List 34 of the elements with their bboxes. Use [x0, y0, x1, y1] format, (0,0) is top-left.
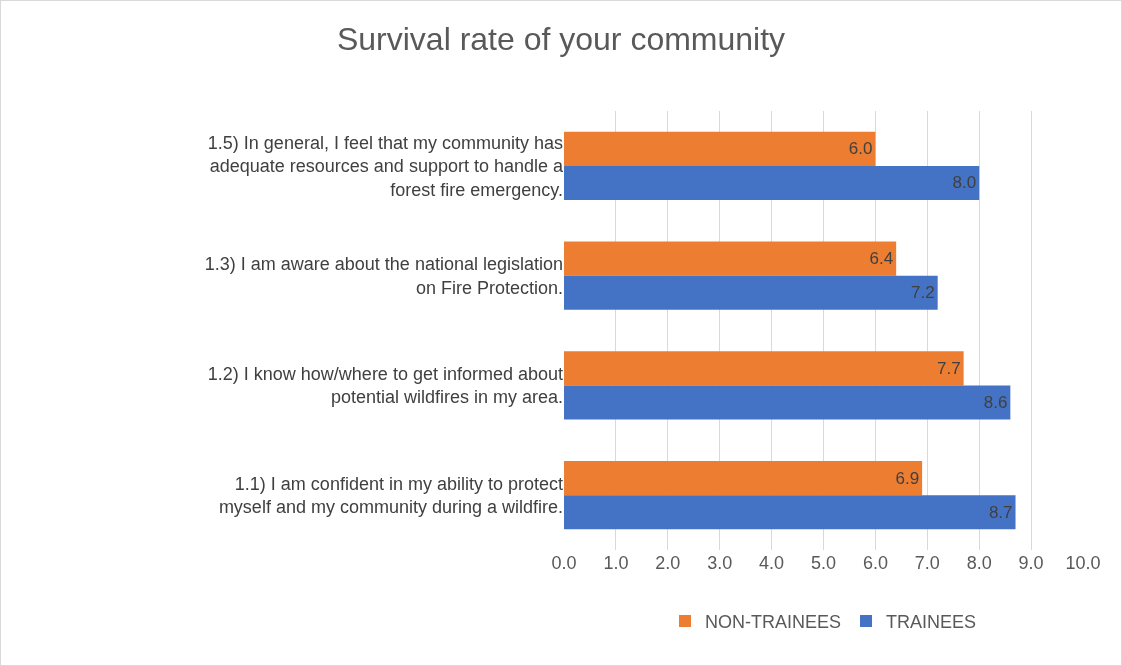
chart-title: Survival rate of your community	[336, 20, 786, 57]
x-tick-label: 7.0	[914, 553, 940, 573]
x-tick-label: 4.0	[759, 553, 785, 573]
bar	[564, 241, 897, 276]
x-tick-label: 8.0	[966, 553, 992, 573]
x-tick-label: 0.0	[551, 553, 577, 573]
bar	[564, 351, 964, 386]
x-tick-label: 1.0	[603, 553, 629, 573]
x-tick-label: 3.0	[707, 553, 733, 573]
x-tick-label: 5.0	[810, 553, 837, 573]
bar	[564, 385, 1011, 420]
data-label: 6.4	[869, 249, 894, 269]
bar	[564, 131, 876, 166]
x-tick-label: 10.0	[1065, 553, 1101, 573]
data-label: 7.7	[936, 358, 961, 378]
bar	[564, 461, 923, 496]
legend-label: TRAINEES	[886, 611, 977, 632]
data-label: 8.6	[983, 392, 1008, 412]
bar	[564, 275, 938, 310]
data-label: 8.7	[988, 502, 1013, 522]
x-tick-label: 6.0	[862, 553, 888, 573]
y-tick-label: 1.5) In general, I feel that my community has adequate resources and support to handle a forest fire emergency.	[207, 132, 564, 200]
y-tick-label: 1.1) I am confident in my ability to protect myself and my community during a wildfire.	[218, 473, 563, 518]
legend-label: NON-TRAINEES	[705, 611, 842, 632]
data-label: 6.9	[895, 468, 920, 488]
bar	[564, 495, 1016, 530]
x-tick-label: 9.0	[1018, 553, 1044, 573]
y-tick-label: 1.3) I am aware about the national legislation on Fire Protection.	[204, 254, 563, 298]
y-tick-label: 1.2) I know how/where to get informed about potential wildfires in my area.	[207, 363, 563, 408]
data-label: 7.2	[911, 283, 935, 303]
x-tick-label: 2.0	[655, 553, 681, 573]
data-label: 8.0	[952, 173, 977, 193]
bar	[564, 165, 980, 200]
data-label: 6.0	[848, 139, 873, 159]
